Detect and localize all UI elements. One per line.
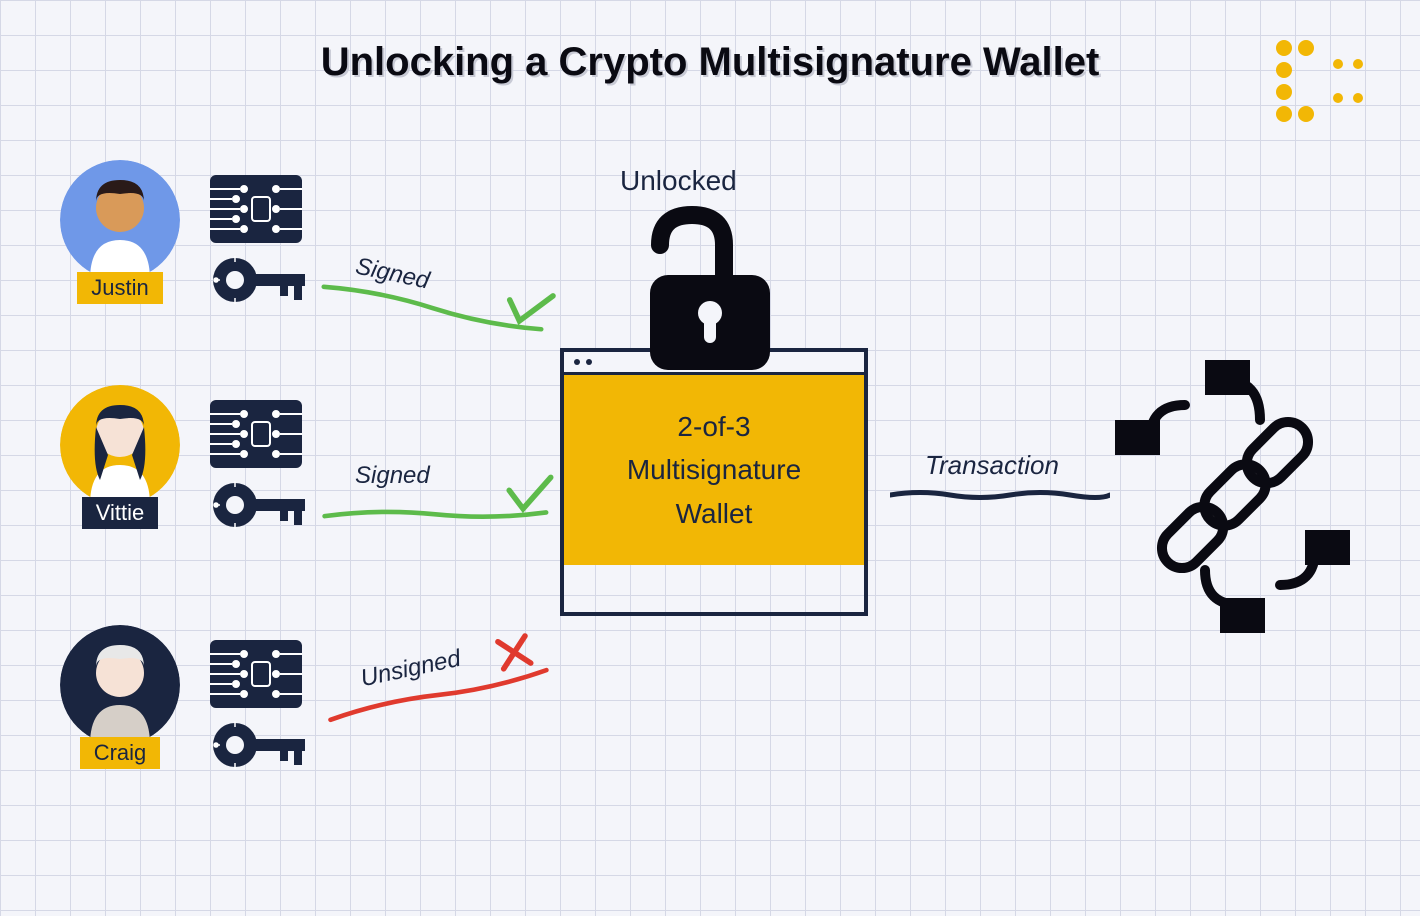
avatar-icon xyxy=(60,160,180,280)
wallet-line1: 2-of-3 xyxy=(584,405,844,448)
name-tag: Vittie xyxy=(82,497,159,529)
circuit-wallet-icon xyxy=(210,400,302,468)
key-icon xyxy=(210,475,310,535)
signed-arrow xyxy=(320,470,560,530)
circuit-wallet-icon xyxy=(210,175,302,243)
avatar-icon xyxy=(60,385,180,505)
key-icon xyxy=(210,250,310,310)
multisig-wallet-window: 2-of-3 Multisignature Wallet xyxy=(560,348,868,616)
name-tag: Justin xyxy=(77,272,162,304)
key-icon xyxy=(210,715,310,775)
padlock-open-icon xyxy=(620,205,790,375)
blockchain-icon xyxy=(1080,340,1390,650)
unlocked-label: Unlocked xyxy=(620,165,737,197)
wallet-body: 2-of-3 Multisignature Wallet xyxy=(564,375,864,565)
transaction-label: Transaction xyxy=(925,450,1059,481)
person-craig: Craig xyxy=(60,625,180,769)
avatar-icon xyxy=(60,625,180,745)
brand-logo xyxy=(1272,38,1372,128)
page-title: Unlocking a Crypto Multisignature Wallet xyxy=(0,40,1420,85)
transaction-arrow xyxy=(890,490,1110,500)
name-tag: Craig xyxy=(80,737,161,769)
circuit-wallet-icon xyxy=(210,640,302,708)
wallet-line2: Multisignature xyxy=(584,448,844,491)
person-justin: Justin xyxy=(60,160,180,304)
wallet-line3: Wallet xyxy=(584,492,844,535)
person-vittie: Vittie xyxy=(60,385,180,529)
